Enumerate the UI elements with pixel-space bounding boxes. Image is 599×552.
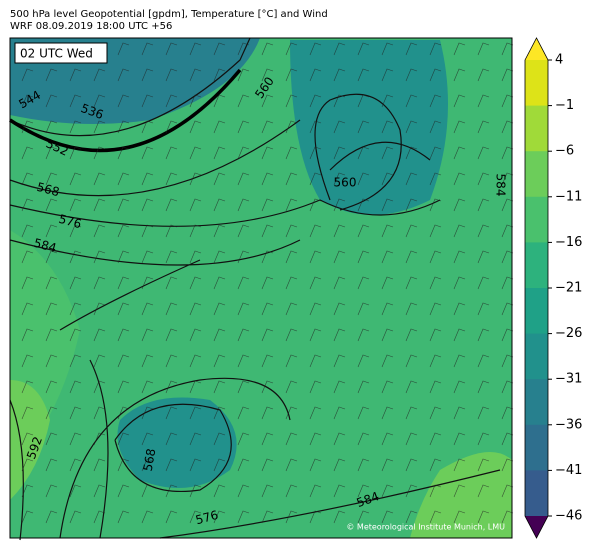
contour-label: 568 <box>141 447 159 472</box>
colorbar-extend-bottom <box>525 516 548 538</box>
map-frame <box>9 37 513 539</box>
colorbar-tick-label: 4 <box>555 53 563 68</box>
contour-label: 560 <box>334 176 357 190</box>
colorbar-tick-label: −46 <box>555 509 582 524</box>
colorbar-tick-label: −11 <box>555 189 582 204</box>
title-line-2: WRF 08.09.2019 18:00 UTC +56 <box>10 21 172 32</box>
colorbar-band <box>525 470 548 517</box>
colorbar-tick-label: −26 <box>555 326 582 341</box>
colorbar-band <box>525 379 548 426</box>
colorbar-tick-label: −1 <box>555 98 574 113</box>
title-line-1: 500 hPa level Geopotential [gpdm], Tempe… <box>10 9 328 20</box>
colorbar-band <box>525 151 548 198</box>
contour-line-bold <box>9 68 242 153</box>
contour-label: 568 <box>35 180 61 199</box>
colorbar-tick-label: −6 <box>555 144 574 159</box>
colorbar: 4 −1 −6 −11 −16 −21 −26 −31 −36 −41 −46 <box>524 37 582 539</box>
colorbar-band <box>525 196 548 243</box>
cold-region <box>117 397 237 488</box>
time-label: 02 UTC Wed <box>20 47 93 61</box>
contour-label: 576 <box>194 508 220 527</box>
colorbar-band <box>525 105 548 152</box>
contour-label: 576 <box>57 212 83 231</box>
warm-region <box>10 380 50 500</box>
contour-line <box>9 37 501 541</box>
colorbar-tick-label: −16 <box>555 235 582 250</box>
credit: © Meteorological Institute Munich, LMU <box>346 523 505 532</box>
colorbar-band <box>525 333 548 380</box>
colorbar-tick-label: −31 <box>555 372 582 387</box>
contour-label: 584 <box>32 236 58 255</box>
colorbar-band <box>525 288 548 335</box>
colorbar-band <box>525 424 548 471</box>
colorbar-extend-top <box>525 38 548 60</box>
colorbar-band <box>525 242 548 289</box>
colorbar-tick-label: −41 <box>555 463 582 478</box>
cold-region <box>290 40 448 215</box>
colorbar-tick-label: −36 <box>555 417 582 432</box>
colorbar-band <box>525 60 548 107</box>
contour-label: 584 <box>494 174 508 197</box>
time-box <box>14 42 108 64</box>
colorbar-tick-label: −21 <box>555 281 582 296</box>
